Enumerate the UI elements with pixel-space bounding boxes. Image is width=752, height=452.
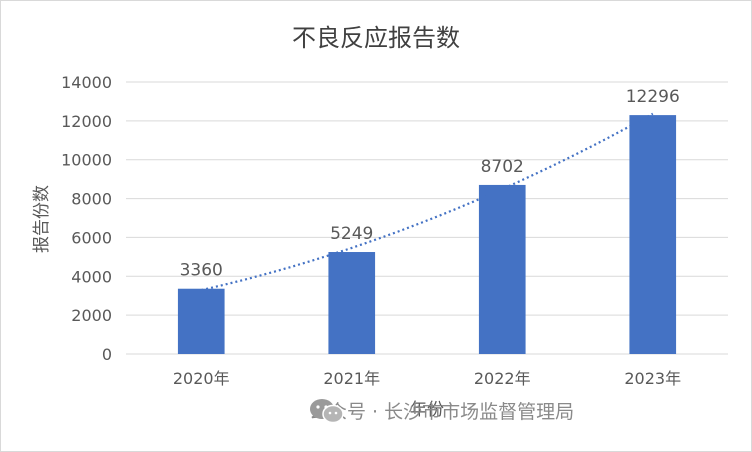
x-tick-label: 2021年 (323, 369, 380, 388)
x-tick-label: 2023年 (624, 369, 681, 388)
data-label: 5249 (330, 224, 373, 244)
watermark-text: 公众号 · 长沙市市场监督管理局 (309, 401, 575, 423)
y-tick-label: 12000 (61, 112, 112, 131)
chart-title: 不良反应报告数 (292, 24, 460, 52)
bar (629, 115, 677, 354)
bar (177, 288, 225, 354)
data-label: 8702 (481, 157, 524, 177)
y-tick-label: 4000 (71, 267, 112, 286)
x-tick-label: 2020年 (173, 369, 230, 388)
watermark: 公众号 · 长沙市市场监督管理局 (309, 397, 574, 424)
data-label: 12296 (626, 87, 680, 107)
x-axis-label: 年份 (410, 400, 444, 420)
data-label: 3360 (180, 261, 223, 281)
y-tick-label: 2000 (71, 306, 112, 325)
y-axis-label: 报告份数 (32, 185, 52, 253)
wechat-icon (310, 399, 344, 424)
y-tick-label: 14000 (61, 73, 112, 92)
y-tick-label: 0 (102, 345, 112, 364)
y-tick-label: 10000 (61, 151, 112, 170)
y-tick-label: 8000 (71, 190, 112, 209)
y-tick-label: 6000 (71, 228, 112, 247)
x-tick-label: 2022年 (474, 369, 531, 388)
bar (328, 252, 376, 354)
bar (478, 184, 526, 354)
trendline (201, 112, 654, 292)
